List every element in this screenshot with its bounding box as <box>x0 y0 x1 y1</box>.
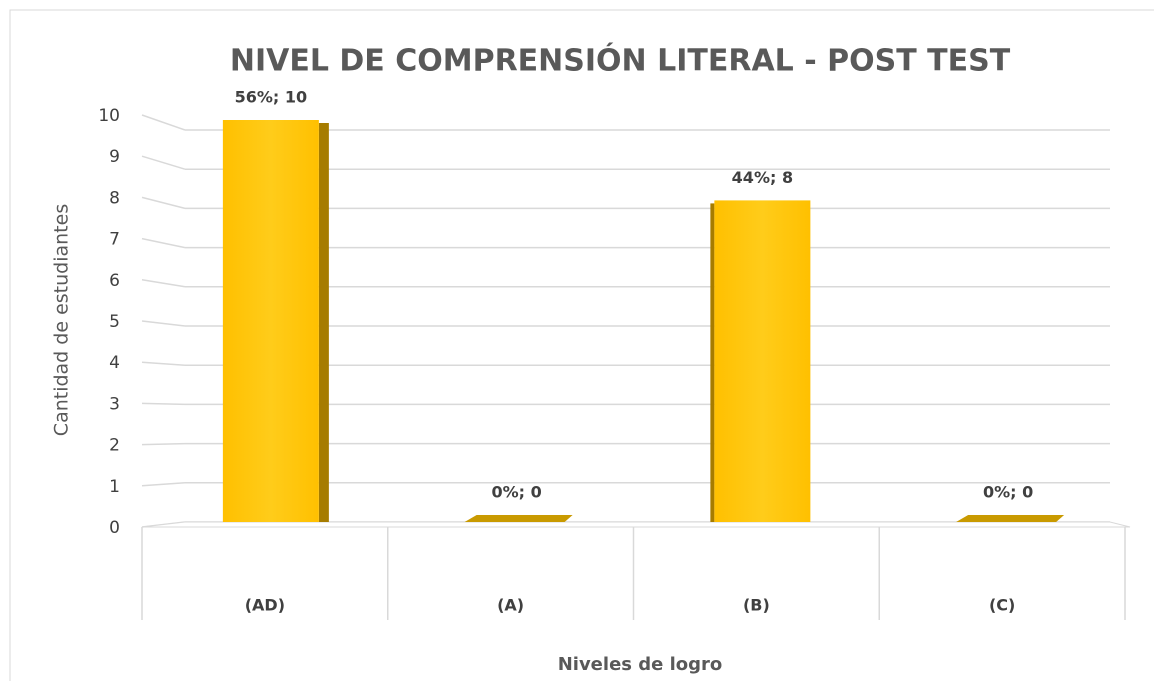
y-tick-label: 3 <box>109 394 120 414</box>
y-tick-label: 1 <box>109 477 120 497</box>
chart-title: NIVEL DE COMPRENSIÓN LITERAL - POST TEST <box>230 42 1011 79</box>
data-label: 0%; 0 <box>491 483 541 502</box>
y-tick-label: 4 <box>109 353 120 373</box>
y-tick-label: 0 <box>109 518 120 538</box>
y-tick-label: 5 <box>109 312 120 332</box>
x-tick-label: (C) <box>989 596 1015 615</box>
data-label: 44%; 8 <box>732 168 793 187</box>
bar <box>464 515 573 522</box>
grid-line-side <box>141 442 186 446</box>
grid-line-side <box>141 196 186 210</box>
bar <box>714 200 811 522</box>
y-axis-label: Cantidad de estudiantes <box>51 204 73 436</box>
floor <box>141 521 1131 528</box>
y-tick-label: 9 <box>109 147 120 167</box>
grid-line-side <box>141 361 186 366</box>
grid-line-side <box>141 482 186 487</box>
bar <box>956 515 1065 522</box>
grid-line-side <box>141 114 186 131</box>
data-label: 0%; 0 <box>983 483 1033 502</box>
x-tick-label: (A) <box>497 596 524 615</box>
grid-line-side <box>141 155 186 170</box>
y-tick-label: 10 <box>98 106 120 126</box>
y-tick-label: 8 <box>109 188 120 208</box>
y-tick-label: 7 <box>109 230 120 250</box>
grid-line-side <box>141 237 186 249</box>
grid-line-side <box>141 320 186 327</box>
x-axis-label: Niveles de logro <box>558 654 723 675</box>
y-tick-label: 2 <box>109 436 120 456</box>
x-tick-label: (AD) <box>245 596 285 615</box>
data-label: 56%; 10 <box>235 88 308 107</box>
x-tick-label: (B) <box>743 596 770 615</box>
bar-side <box>710 203 715 522</box>
grid-line-side <box>141 279 186 288</box>
grid-line-side <box>141 402 186 406</box>
chart-border <box>9 9 1154 681</box>
plot-area: 0 1 2 3 4 5 6 7 8 9 10 (AD) 56%; 10 (A) 0%; 0 (B) 44%; 8… <box>98 88 1131 620</box>
y-tick-label: 6 <box>109 271 120 291</box>
bar-side <box>318 123 329 522</box>
bar <box>222 120 319 522</box>
